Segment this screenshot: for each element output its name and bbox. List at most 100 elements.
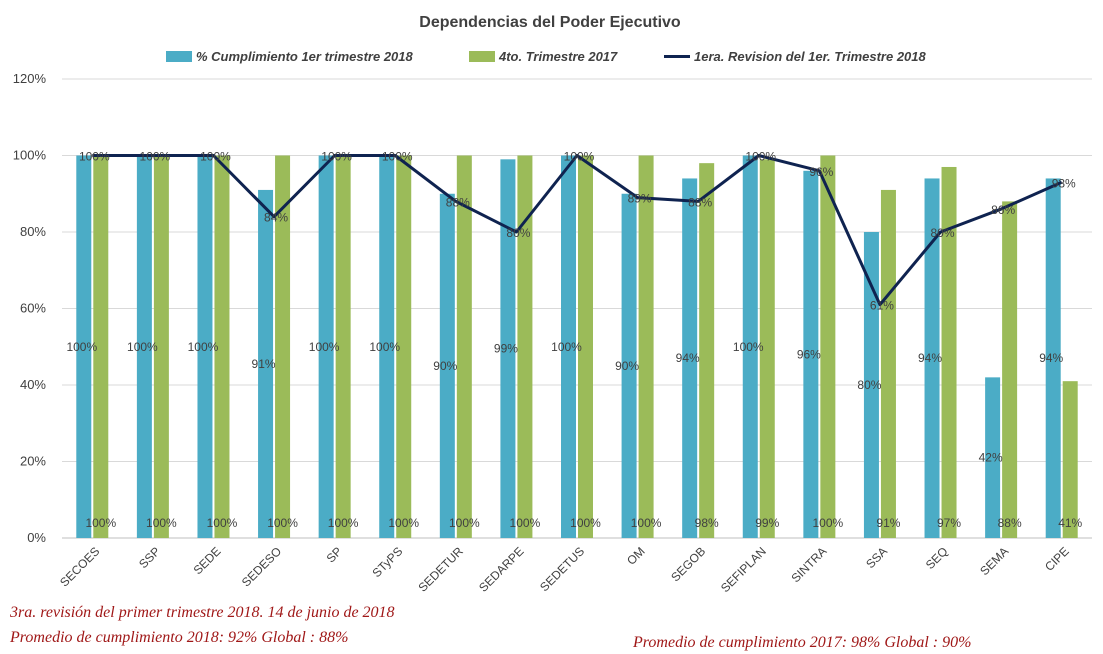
- bar-2017-q4: [578, 155, 593, 538]
- x-category-label: OM: [624, 544, 648, 568]
- data-label-2018: 80%: [857, 378, 881, 392]
- bar-2017-q4: [153, 155, 169, 538]
- data-label-2018: 94%: [676, 351, 700, 365]
- data-label-revision: 93%: [1052, 176, 1076, 190]
- data-label-2017: 98%: [695, 516, 719, 530]
- chart-title: Dependencias del Poder Ejecutivo: [419, 14, 681, 31]
- data-label-revision: 88%: [446, 195, 470, 209]
- footnote-average-2018: Promedio de cumplimiento 2018: 92% Globa…: [10, 629, 349, 646]
- x-category-label: SEDESO: [239, 544, 284, 589]
- bar-2018-q1: [258, 189, 274, 539]
- data-label-2018: 90%: [433, 359, 457, 373]
- x-category-label: SP: [324, 544, 345, 565]
- line-revision-series: [92, 154, 1063, 307]
- data-label-2017: 41%: [1058, 516, 1082, 530]
- legend-swatch: [469, 51, 495, 62]
- bar-2018-q1: [621, 193, 637, 538]
- bar-2018-q1: [863, 232, 879, 538]
- x-category-label: CIPE: [1042, 544, 1072, 574]
- data-label-revision: 100%: [745, 150, 776, 164]
- bar-2017-q4: [517, 155, 533, 538]
- bar-2017-q4: [396, 155, 412, 538]
- bar-2017-q4: [880, 189, 896, 539]
- bar-2018-q1: [76, 155, 92, 538]
- y-tick-label: 20%: [20, 454, 46, 469]
- y-tick-label: 80%: [20, 224, 46, 239]
- data-label-2018: 94%: [918, 351, 942, 365]
- y-tick-label: 60%: [20, 301, 46, 316]
- data-label-revision: 88%: [688, 195, 712, 209]
- data-label-2017: 100%: [328, 516, 359, 530]
- data-label-revision: 61%: [870, 299, 894, 313]
- bar-2018-q1: [197, 155, 213, 538]
- legend: % Cumplimiento 1er trimestre 2018 4to. Tr…: [166, 49, 927, 64]
- bar-2018-q1: [682, 178, 698, 538]
- data-label-revision: 86%: [991, 203, 1015, 217]
- x-category-label: SEMA: [977, 544, 1011, 578]
- x-category-label: SEDE: [191, 544, 224, 577]
- data-label-2017: 100%: [388, 516, 419, 530]
- data-label-revision: 100%: [79, 150, 110, 164]
- data-label-2017: 97%: [937, 516, 961, 530]
- data-label-2017: 88%: [998, 516, 1022, 530]
- data-label-2018: 90%: [615, 359, 639, 373]
- bar-2017-q4: [820, 155, 836, 538]
- x-axis-categories: SECOES SSP SEDE SEDESO SP STyPS SEDETUR SEDARPE…: [57, 544, 1072, 595]
- gridlines: [62, 78, 1092, 539]
- data-label-revision: 84%: [264, 211, 288, 225]
- x-category-label: SEDETUS: [537, 544, 587, 594]
- data-label-2017: 100%: [570, 516, 601, 530]
- bar-2018-q1: [136, 155, 152, 538]
- data-label-2017: 100%: [449, 516, 480, 530]
- bar-2018-q1: [742, 155, 758, 538]
- x-category-label: SSA: [863, 544, 890, 571]
- y-tick-label: 0%: [27, 530, 46, 545]
- data-label-2018: 100%: [733, 340, 764, 354]
- data-label-2018: 91%: [252, 357, 276, 371]
- data-label-2018: 100%: [369, 340, 400, 354]
- bar-2017-q4: [93, 155, 109, 538]
- data-label-2017: 100%: [146, 516, 177, 530]
- bar-2018-q1: [500, 159, 516, 538]
- x-category-label: SEGOB: [668, 544, 708, 584]
- data-label-revision: 89%: [628, 192, 652, 206]
- x-category-label: SINTRA: [788, 544, 829, 585]
- data-label-revision: 80%: [931, 226, 955, 240]
- data-label-2018: 100%: [309, 340, 340, 354]
- data-label-2018: 100%: [551, 340, 582, 354]
- bar-2017-q4: [638, 155, 654, 538]
- data-label-2017: 100%: [510, 516, 541, 530]
- bar-2017-q4: [759, 159, 775, 538]
- data-label-2017: 100%: [631, 516, 662, 530]
- legend-label: % Cumplimiento 1er trimestre 2018: [196, 49, 414, 64]
- data-label-2017: 100%: [813, 516, 844, 530]
- data-label-2018: 96%: [797, 347, 821, 361]
- data-label-2017: 99%: [755, 516, 779, 530]
- bar-2018-q1: [985, 377, 1001, 538]
- x-category-label: SECOES: [57, 544, 102, 589]
- bar-2017-q4: [456, 155, 472, 538]
- data-label-2018: 100%: [127, 340, 158, 354]
- bar-2018-q1: [439, 193, 455, 538]
- bar-2017-q4: [699, 163, 715, 538]
- data-label-revision: 100%: [140, 150, 171, 164]
- data-label-revision: 80%: [506, 226, 530, 240]
- data-labels: 100% 100% 100% 100% 100% 100% 100% 100% 100% 91% 1…: [66, 150, 1082, 531]
- data-label-revision: 100%: [564, 150, 595, 164]
- data-label-revision: 100%: [321, 150, 352, 164]
- bar-2018-q1: [379, 155, 395, 538]
- bars: [76, 155, 1078, 539]
- bar-2017-q4: [1002, 201, 1018, 538]
- revision-line: [92, 154, 1063, 307]
- y-axis-ticks: 0% 20% 40% 60% 80% 100% 120%: [13, 71, 47, 545]
- legend-swatch: [166, 51, 192, 62]
- data-label-2018: 94%: [1039, 351, 1063, 365]
- bar-2017-q4: [214, 155, 230, 538]
- footnote-revision-date: 3ra. revisión del primer trimestre 2018.…: [10, 604, 395, 621]
- footnote-average-2017: Promedio de cumplimiento 2017: 98% Globa…: [633, 634, 972, 651]
- x-category-label: SSP: [136, 544, 163, 571]
- bar-2018-q1: [561, 155, 576, 538]
- bar-2017-q4: [335, 155, 351, 538]
- legend-label: 1era. Revision del 1er. Trimestre 2018: [694, 49, 927, 64]
